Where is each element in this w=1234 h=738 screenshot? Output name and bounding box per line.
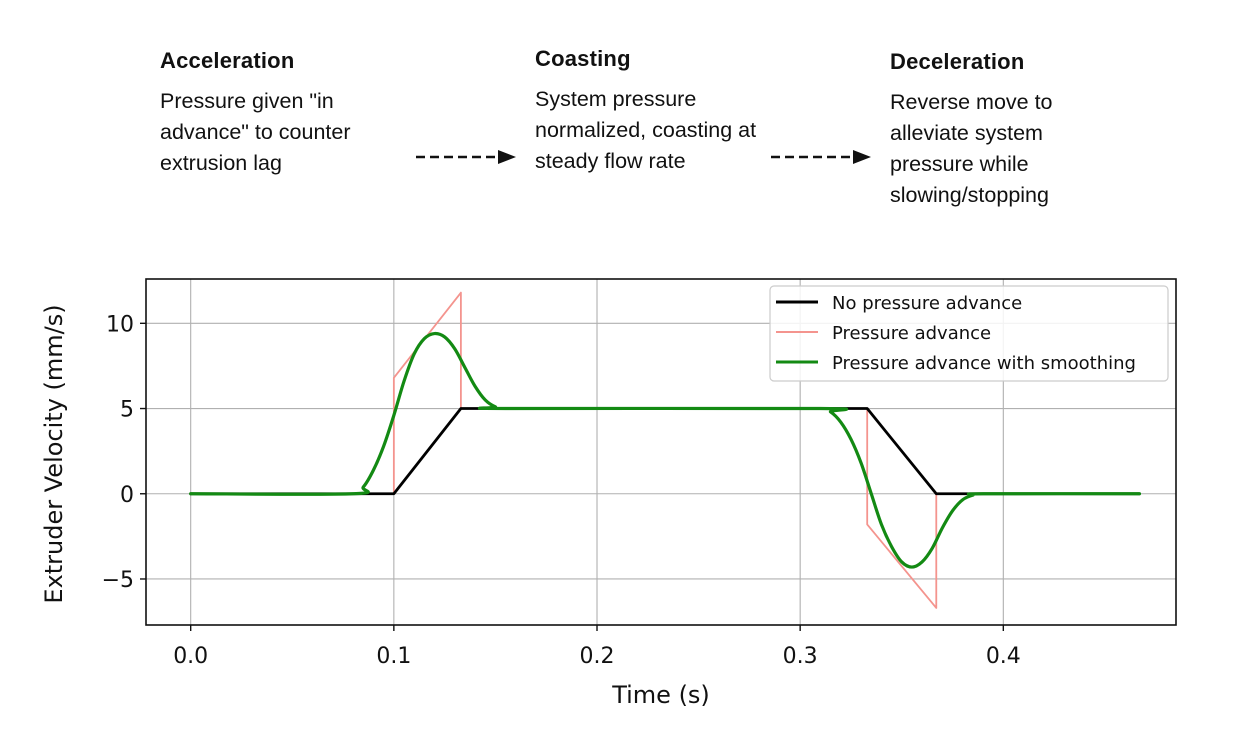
legend-label-no-pa: No pressure advance (832, 293, 1022, 314)
ticks: 0.0 0.1 0.2 0.3 0.4 −5 0 5 10 (102, 312, 1021, 669)
phase-coasting-title: Coasting (535, 46, 631, 71)
legend-label-pa: Pressure advance (832, 323, 991, 344)
phase-deceleration: Deceleration Reverse move to alleviate s… (890, 49, 1120, 211)
phase-deceleration-desc: Reverse move to alleviate system pressur… (890, 90, 1053, 207)
series-pressure-advance-smoothing (189, 331, 1142, 569)
legend-label-pa-smooth: Pressure advance with smoothing (832, 353, 1136, 374)
x-tick-label: 0.1 (376, 644, 411, 669)
phase-acceleration-desc: Pressure given "in advance" to counter e… (160, 89, 351, 175)
x-tick-label: 0.3 (783, 644, 818, 669)
phase-coasting-desc: System pressure normalized, coasting at … (535, 87, 757, 173)
x-tick-label: 0.4 (986, 644, 1021, 669)
x-tick-label: 0.0 (173, 644, 208, 669)
legend: No pressure advance Pressure advance Pre… (769, 285, 1169, 382)
y-tick-label: 0 (120, 483, 134, 508)
arrow-coasting-to-deceleration (771, 150, 871, 164)
series-no-pressure-advance (189, 407, 1141, 496)
arrow-acceleration-to-coasting (416, 150, 516, 164)
series-layer (189, 291, 1142, 609)
y-axis-label: Extruder Velocity (mm/s) (40, 304, 68, 603)
phase-acceleration-title: Acceleration (160, 48, 295, 73)
y-tick-label: 10 (106, 312, 134, 337)
phase-acceleration: Acceleration Pressure given "in advance"… (160, 48, 400, 179)
phase-coasting: Coasting System pressure normalized, coa… (535, 46, 770, 177)
x-tick-label: 0.2 (580, 644, 615, 669)
legend-box (769, 285, 1169, 382)
phase-deceleration-title: Deceleration (890, 49, 1025, 74)
y-tick-label: −5 (102, 568, 134, 593)
plot-frame (145, 278, 1177, 626)
x-axis-label: Time (s) (611, 681, 710, 709)
y-tick-label: 5 (120, 398, 134, 423)
